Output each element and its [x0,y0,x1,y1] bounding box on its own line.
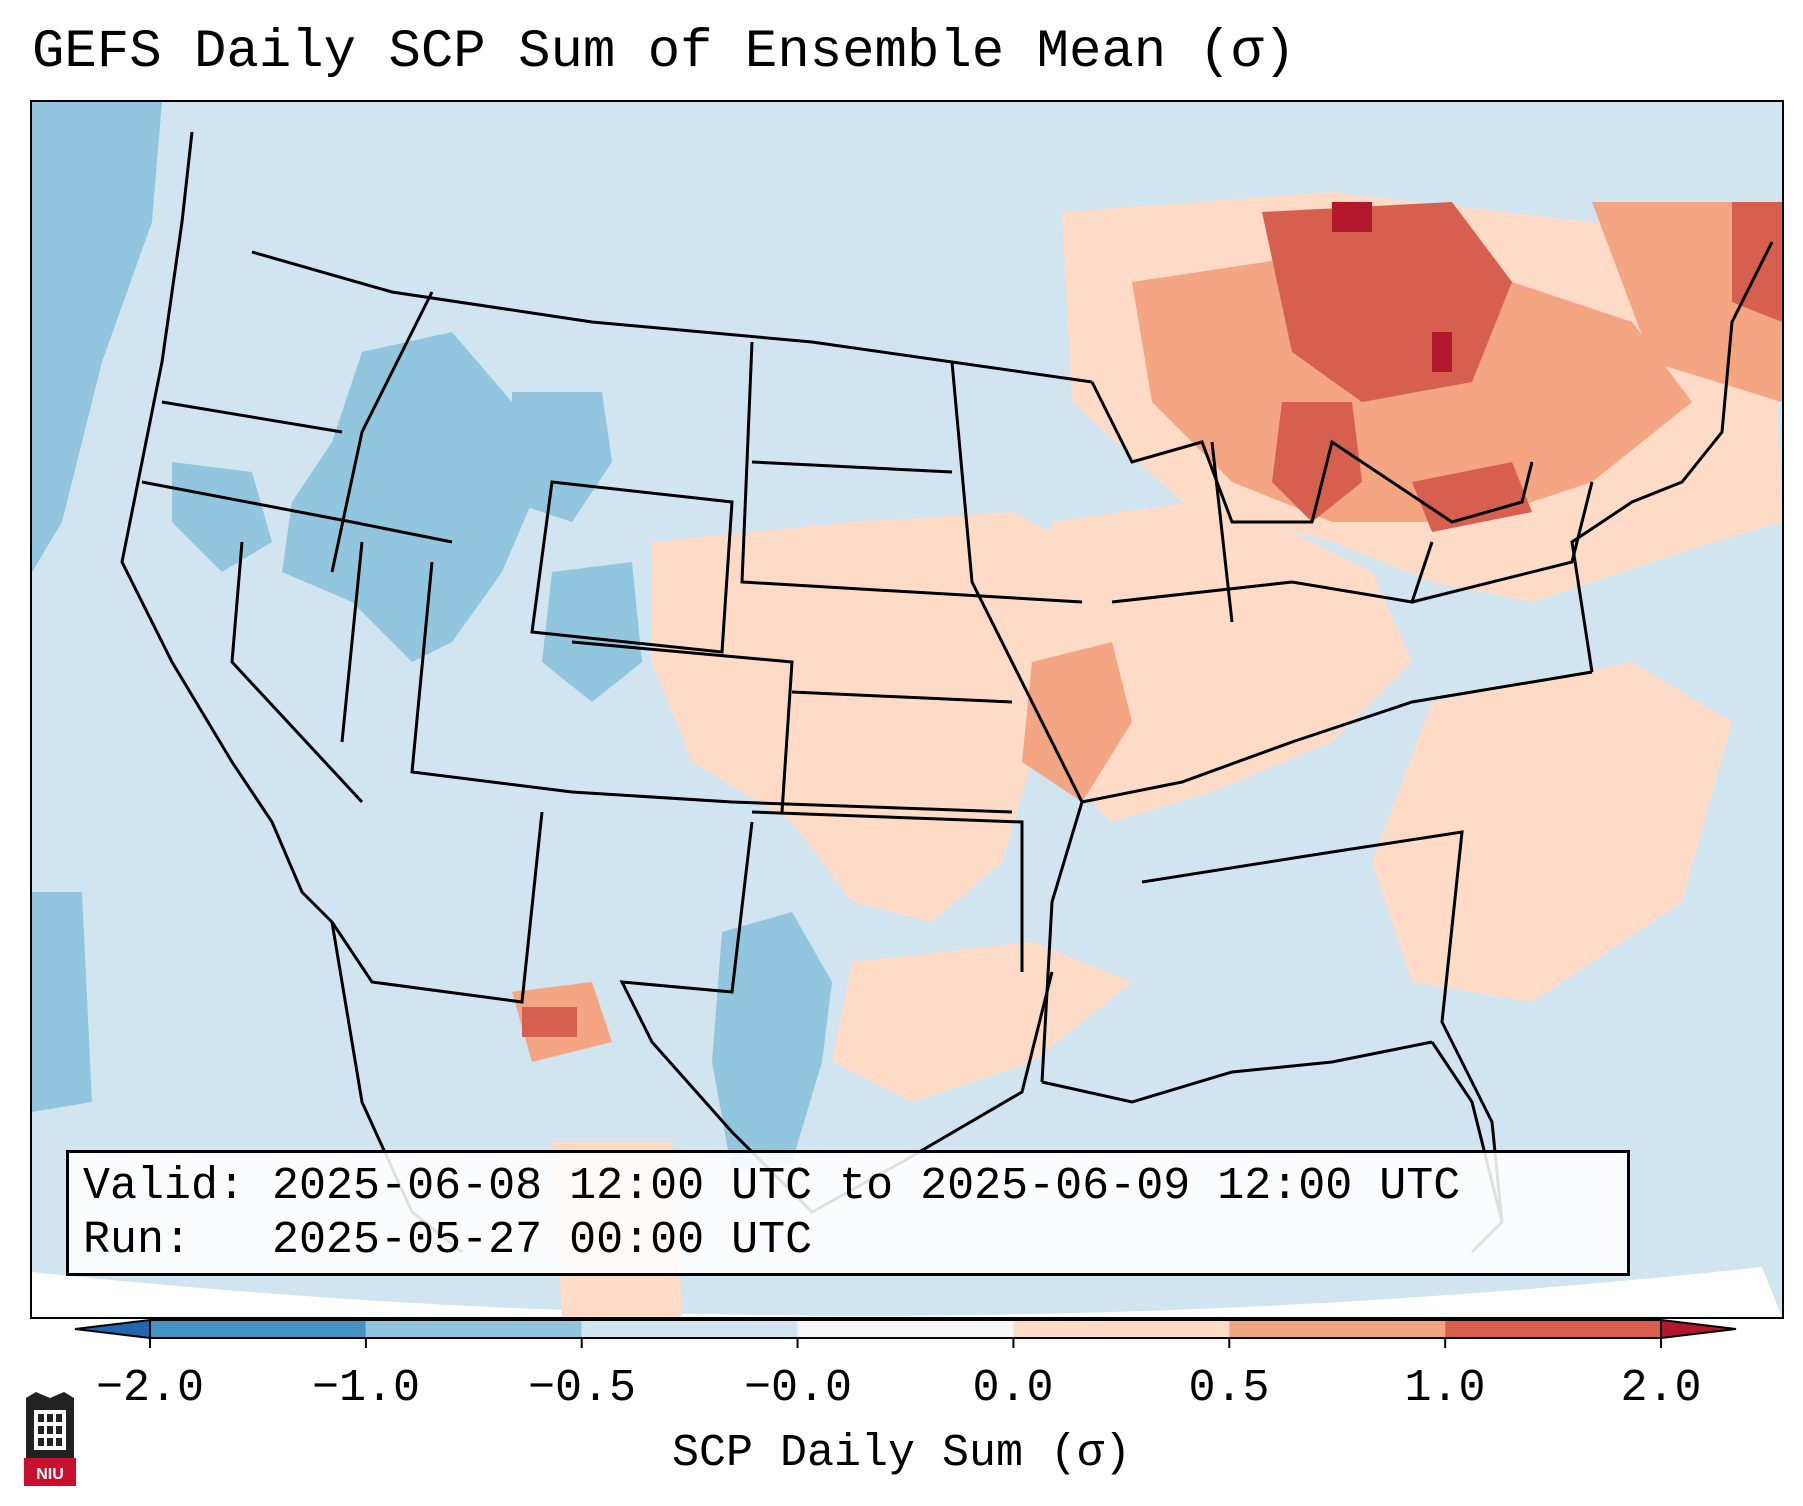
border-midwest [1111,541,1434,604]
run-value: 2025-05-27 00:00 UTC [272,1215,813,1266]
colorbar-tick: 0.0 [972,1363,1054,1414]
border-or-ca [141,480,453,544]
anomaly-region-hudson-extreme [1332,202,1372,232]
colorbar-tick: 2.0 [1620,1363,1702,1414]
coastline-east [1570,241,1774,673]
anomaly-region-mid-mississippi [1022,642,1132,802]
colorbar-bin [365,1320,582,1338]
border-southeast [1141,830,1504,1223]
colorbar-bin [150,1320,366,1338]
colorbar-tick: −2.0 [95,1363,205,1414]
anomaly-region-wyoming [512,392,612,522]
colorbar-tick: −0.5 [527,1363,637,1414]
colorbar [74,1318,1737,1348]
colorbar-tick: 1.0 [1404,1363,1486,1414]
valid-line: Valid: 2025-06-08 12:00 UTC to 2025-06-0… [83,1161,1460,1212]
map-canvas [32,102,1782,1317]
anomaly-region-ohio-valley [1032,502,1412,822]
border-nd-sd [751,460,953,474]
colorbar-label: SCP Daily Sum (σ) [671,1428,1132,1479]
coastline-west [120,131,334,924]
border-wy [530,480,734,654]
colorbar-frame [149,1319,1662,1339]
run-label: Run: [83,1215,192,1266]
border-co [571,640,794,813]
border-az-nm [330,811,544,1004]
border-ks-ok [751,810,1024,972]
border-ny-pa [1411,481,1594,604]
anomaly-region-nevada [172,462,272,572]
colorbar-tick: −1.0 [311,1363,421,1414]
anomaly-region-pacific-nw [32,102,162,572]
anomaly-region-western-atlantic [1372,662,1732,1002]
anomaly-region-quebec [1732,202,1782,322]
anomaly-region-pacific-offshore [32,892,92,1112]
border-id-mt [330,291,434,573]
run-line: Run: 2025-05-27 00:00 UTC [83,1215,812,1266]
colorbar-extend-low [74,1318,151,1340]
anomaly-region-new-mexico-hotspot [522,1007,577,1037]
border-tx [619,821,1054,1214]
valid-run-info-box: Valid: 2025-06-08 12:00 UTC to 2025-06-0… [66,1150,1630,1276]
projection-edge [32,1267,1782,1317]
lake-michigan-shoreline [1210,441,1234,623]
great-lakes-shoreline [1090,381,1534,524]
border-gulf-coast [1041,1040,1433,1104]
state-borders [120,131,1774,1254]
colorbar-bin [1229,1320,1446,1338]
colorbar-bin [1445,1320,1661,1338]
border-ca-nv [230,541,364,804]
colorbar-bin [581,1320,798,1338]
border-nv-ut [340,541,364,743]
colorbar-tick: 0.5 [1188,1363,1270,1414]
anomaly-region-colorado [542,562,642,702]
valid-label: Valid: [83,1161,246,1212]
colorbar-extend-high [1660,1318,1737,1340]
valid-value: 2025-06-08 12:00 UTC to 2025-06-09 12:00… [272,1161,1461,1212]
border-mt-dakotas [740,341,1083,604]
colorbar-bin [1013,1320,1230,1338]
border-canada [251,250,1093,384]
anomaly-region-gulf-coast [832,942,1132,1102]
border-wa-or [161,400,343,434]
border-mississippi [950,361,1084,1083]
colorbar-tick: −0.0 [743,1363,853,1414]
niu-logo: NIU [24,1392,76,1486]
anomaly-region-quebec-extreme [1432,332,1452,372]
logo-text: NIU [36,1466,64,1483]
map-panel [30,100,1784,1319]
anomaly-region-great-basin [282,332,532,662]
anomaly-region-michigan [1272,402,1362,522]
chart-title: GEFS Daily SCP Sum of Ensemble Mean (σ) [32,22,1296,83]
colorbar-bin [797,1320,1014,1338]
border-ne-ks [791,690,1013,704]
border-ohio [1081,670,1593,804]
border-ut-co [410,561,1013,814]
anomaly-region-south-texas [712,912,832,1172]
